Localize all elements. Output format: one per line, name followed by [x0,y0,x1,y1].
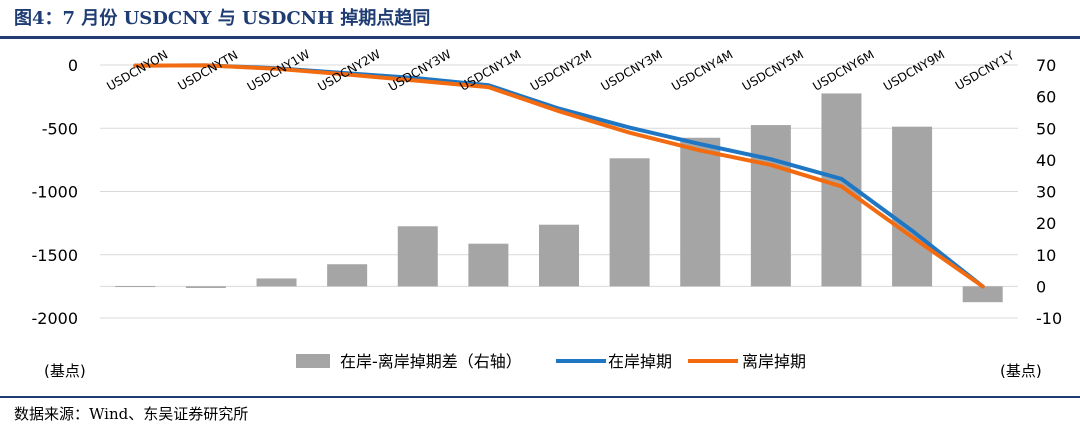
left-axis-unit: (基点) [44,362,86,380]
left-axis-ticks: 0 -500 -1000 -1500 -2000 [32,56,79,328]
bar-USDCNY1M [468,243,509,287]
lines [133,63,985,289]
left-tick-label: -1000 [32,183,79,202]
left-tick-label: -500 [42,119,78,138]
category-label-USDCNY5M: USDCNY5M [740,47,806,93]
legend-label-0: 在岸-离岸掉期差（右轴） [340,352,522,371]
point-1-USDCNY1W [276,68,278,70]
bar-USDCNY3M [609,158,650,287]
right-tick-label: 0 [1036,277,1046,296]
chart-title: 图4：7 月份 USDCNY 与 USDCNH 掉期点趋同 [14,8,431,29]
legend-swatch-bar [296,354,330,368]
category-labels: USDCNYON USDCNYTN USDCNY1W USDCNY2W USDCNY3W… [104,47,1017,94]
point-0-USDCNY9M [911,230,913,232]
point-1-USDCNY9M [911,236,913,238]
point-0-USDCNY3W [417,77,419,79]
bar-USDCNY3W [397,226,438,287]
point-1-USDCNY2W [346,73,348,75]
point-1-USDCNY6M [840,185,842,187]
right-tick-label: 20 [1036,214,1056,233]
category-label-USDCNY3M: USDCNY3M [599,47,665,93]
point-1-USDCNY3M [629,132,631,134]
point-0-USDCNY3M [629,127,631,129]
category-label-USDCNY3W: USDCNY3W [386,47,454,94]
point-1-USDCNY2M [558,110,560,112]
left-tick-label: -2000 [32,309,79,328]
right-axis-unit: (基点) [1000,362,1042,380]
category-label-USDCNYTN: USDCNYTN [176,48,241,93]
bar-USDCNY2W [327,264,368,287]
point-1-USDCNY1M [487,86,489,88]
right-tick-label: 70 [1036,56,1056,75]
source-note: 数据来源：Wind、东吴证券研究所 [14,405,249,423]
left-tick-label: 0 [68,56,78,75]
point-1-USDCNYON [134,65,136,67]
category-label-USDCNY1Y: USDCNY1Y [953,48,1017,93]
point-1-USDCNY4M [699,149,701,151]
point-1-USDCNY1Y [982,285,984,287]
right-tick-label: 50 [1036,119,1056,138]
category-label-USDCNY9M: USDCNY9M [881,47,947,93]
right-tick-label: 40 [1036,151,1056,170]
legend: 在岸-离岸掉期差（右轴） 在岸掉期 离岸掉期 [296,352,806,371]
bar-USDCNYTN [185,286,226,288]
point-1-USDCNYTN [205,64,207,66]
bar-USDCNY2M [539,224,579,287]
bar-USDCNY1Y [962,286,1003,303]
bar-USDCNY1W [256,278,297,287]
category-label-USDCNYON: USDCNYON [104,47,170,93]
category-label-USDCNY2M: USDCNY2M [528,47,594,93]
axis-units: (基点) (基点) [44,362,1042,380]
right-tick-label: -10 [1036,309,1062,328]
bar-USDCNY5M [750,125,791,287]
title-rule [0,36,1080,39]
right-axis-ticks: 70 60 50 40 30 20 10 0 -10 [1036,56,1062,328]
right-tick-label: 10 [1036,246,1056,265]
left-tick-label: -1500 [32,246,79,265]
right-tick-label: 30 [1036,183,1056,202]
bar-USDCNY9M [892,126,933,287]
legend-label-2: 离岸掉期 [742,352,806,371]
bars [115,93,1003,303]
legend-label-1: 在岸掉期 [608,352,672,371]
category-label-USDCNY4M: USDCNY4M [669,47,735,93]
point-0-USDCNY2M [558,108,560,110]
bar-USDCNYON [115,286,156,288]
point-1-USDCNY3W [417,80,419,82]
point-0-USDCNY4M [699,143,701,145]
point-1-USDCNY5M [770,164,772,166]
point-0-USDCNY5M [770,158,772,160]
category-label-USDCNY6M: USDCNY6M [810,47,876,93]
source-rule [0,396,1080,398]
bar-USDCNY4M [680,137,721,287]
right-tick-label: 60 [1036,88,1056,107]
point-0-USDCNY6M [840,178,842,180]
chart: USDCNYON USDCNYTN USDCNY1W USDCNY2W USDCNY3W… [32,47,1063,380]
